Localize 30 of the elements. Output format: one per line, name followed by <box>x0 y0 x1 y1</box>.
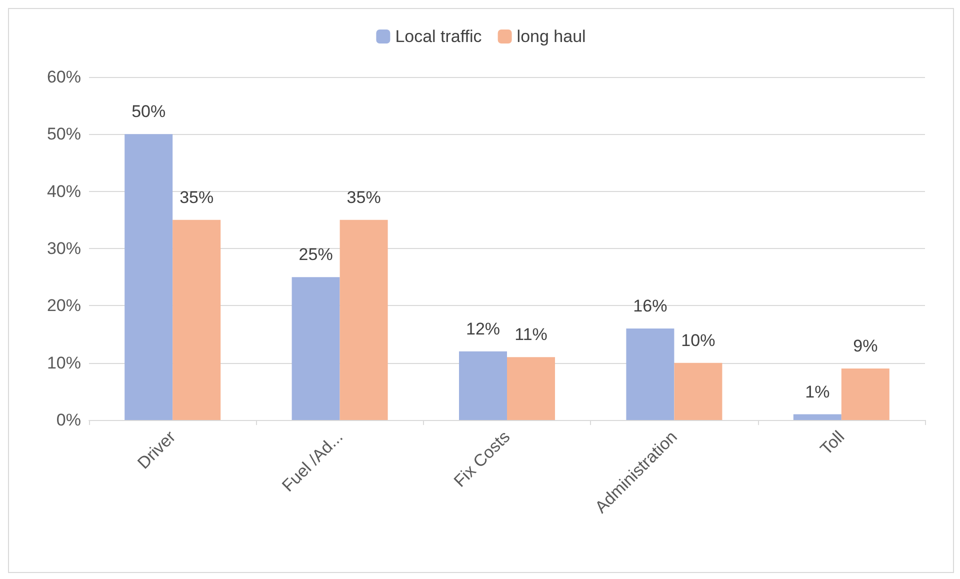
legend-label: long haul <box>516 27 586 46</box>
data-label: 12% <box>466 319 500 338</box>
data-label: 9% <box>853 336 878 356</box>
data-label: 35% <box>346 188 381 207</box>
y-tick-label: 40% <box>46 182 81 201</box>
bar <box>292 277 340 420</box>
data-label: 25% <box>298 245 333 264</box>
x-tick-label: Toll <box>816 427 848 459</box>
legend-label: Local traffic <box>395 27 482 46</box>
bar <box>674 362 722 420</box>
bar <box>172 220 221 420</box>
bar <box>793 414 842 420</box>
y-tick-label: 60% <box>46 68 81 86</box>
y-tick-label: 10% <box>46 353 81 372</box>
bar <box>124 134 173 420</box>
y-tick-label: 50% <box>46 124 81 144</box>
bar <box>626 328 674 420</box>
data-label: 35% <box>180 188 214 207</box>
data-label: 11% <box>514 325 548 344</box>
y-tick-label: 30% <box>46 239 81 258</box>
y-tick-label: 20% <box>46 296 81 316</box>
data-label: 50% <box>132 102 166 122</box>
data-label: 1% <box>805 382 830 402</box>
bar <box>340 220 388 420</box>
data-label: 10% <box>681 330 716 350</box>
data-label: 16% <box>633 296 668 316</box>
bar <box>459 351 507 420</box>
bar <box>841 368 890 420</box>
bar <box>507 357 555 420</box>
y-tick-label: 0% <box>56 410 81 430</box>
